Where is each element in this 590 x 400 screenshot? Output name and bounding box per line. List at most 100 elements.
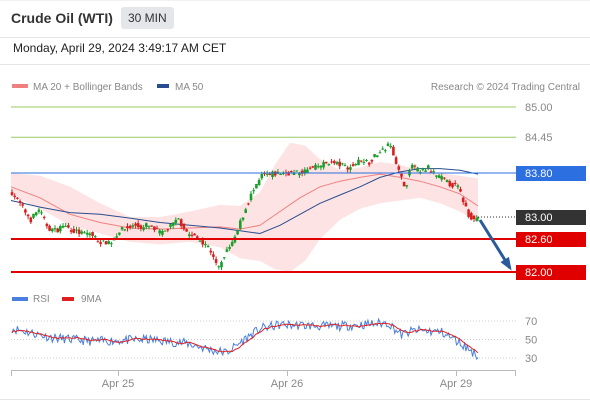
candle-body — [163, 230, 167, 232]
candle-body — [145, 223, 148, 227]
candle-body — [158, 230, 161, 234]
candle-body — [440, 176, 443, 180]
candle-body — [59, 226, 62, 232]
candle-body — [182, 223, 186, 230]
support-tag — [516, 232, 586, 247]
ma50-line — [10, 168, 479, 235]
candle-body — [311, 166, 315, 168]
candle-body — [128, 225, 132, 228]
candle-body — [354, 164, 358, 166]
candle-body — [400, 173, 403, 177]
x-axis-ticks: Apr 25 Apr 26 Apr 29 — [102, 370, 472, 390]
candle-body — [263, 173, 266, 175]
candle-body — [123, 229, 127, 231]
level-label: 84.45 — [525, 132, 553, 144]
candle-body — [45, 223, 49, 227]
candle-body — [13, 195, 16, 198]
candle-body — [260, 174, 264, 179]
candle-body — [475, 218, 478, 221]
candle-body — [464, 202, 468, 207]
candle-body — [139, 225, 143, 229]
candle-body — [209, 250, 213, 253]
candle-body — [16, 197, 19, 199]
candle-body — [56, 228, 59, 233]
forecast-arrow-head — [500, 256, 512, 271]
candle-body — [190, 234, 194, 236]
candle-body — [193, 233, 196, 236]
resistance-tag — [516, 166, 586, 181]
candle-body — [51, 228, 54, 232]
ma20-legend-label: MA 20 + Bollinger Bands — [33, 82, 143, 93]
candle-body — [136, 223, 140, 227]
candle-body — [96, 241, 100, 243]
candle-body — [166, 229, 170, 231]
timeframe-badge[interactable]: 30 MIN — [121, 7, 174, 29]
candle-body — [456, 185, 460, 188]
candle-body — [110, 243, 113, 245]
candle-body — [230, 242, 234, 246]
candle-body — [341, 163, 344, 165]
candle-body — [225, 249, 229, 252]
candle-body — [201, 240, 204, 245]
candle-body — [351, 164, 355, 167]
candle-body — [115, 236, 118, 238]
candle-body — [413, 165, 417, 167]
level-label: 85.00 — [525, 102, 553, 114]
candle-body — [94, 236, 97, 238]
candle-body — [236, 230, 239, 235]
candle-body — [365, 160, 368, 161]
candle-body — [72, 228, 76, 233]
header: Crude Oil (WTI) 30 MIN — [0, 0, 590, 37]
timestamp: Monday, April 29, 2024 3:49:17 AM CET — [13, 41, 227, 55]
candle-body — [448, 181, 452, 187]
candle-body — [155, 227, 159, 229]
candle-body — [437, 175, 441, 178]
rsi-legend-label: RSI — [33, 294, 50, 305]
candle-body — [196, 236, 199, 239]
candle-body — [61, 225, 65, 228]
candle-body — [69, 230, 73, 232]
candle-body — [161, 231, 164, 235]
candle-body — [384, 150, 387, 152]
candle-body — [367, 162, 371, 165]
candle-body — [432, 171, 435, 173]
candle-body — [53, 228, 57, 230]
candle-body — [150, 225, 153, 227]
candle-body — [171, 222, 175, 226]
candle-body — [421, 169, 425, 171]
candle-body — [217, 266, 221, 268]
candle-body — [416, 167, 419, 172]
candle-body — [204, 244, 207, 246]
candle-body — [249, 193, 253, 201]
candle-body — [300, 170, 304, 174]
rsi-plot: 70 50 30 — [11, 316, 537, 365]
candle-body — [77, 229, 81, 234]
candle-body — [389, 146, 392, 148]
candle-body — [34, 212, 38, 216]
candle-body — [338, 161, 341, 167]
candle-body — [451, 183, 454, 188]
candle-body — [91, 232, 94, 236]
candle-body — [362, 161, 366, 163]
candle-body — [177, 218, 180, 220]
candle-body — [303, 169, 307, 174]
resistance-label: 83.80 — [525, 168, 553, 180]
candle-body — [257, 180, 261, 185]
support-tag — [516, 265, 586, 280]
candle-body — [153, 226, 156, 230]
candle-body — [48, 225, 51, 231]
candle-body — [324, 161, 328, 164]
candle-body — [83, 232, 86, 234]
candle-body — [131, 225, 135, 227]
candle-body — [220, 262, 223, 268]
price-plot — [10, 141, 480, 272]
rsi-tick-label: 70 — [525, 316, 537, 328]
candle-body — [185, 229, 188, 232]
candle-body — [142, 227, 145, 230]
ma20-legend-swatch — [12, 84, 28, 88]
candle-body — [445, 179, 449, 182]
candle-body — [107, 241, 110, 244]
candle-body — [126, 226, 129, 229]
